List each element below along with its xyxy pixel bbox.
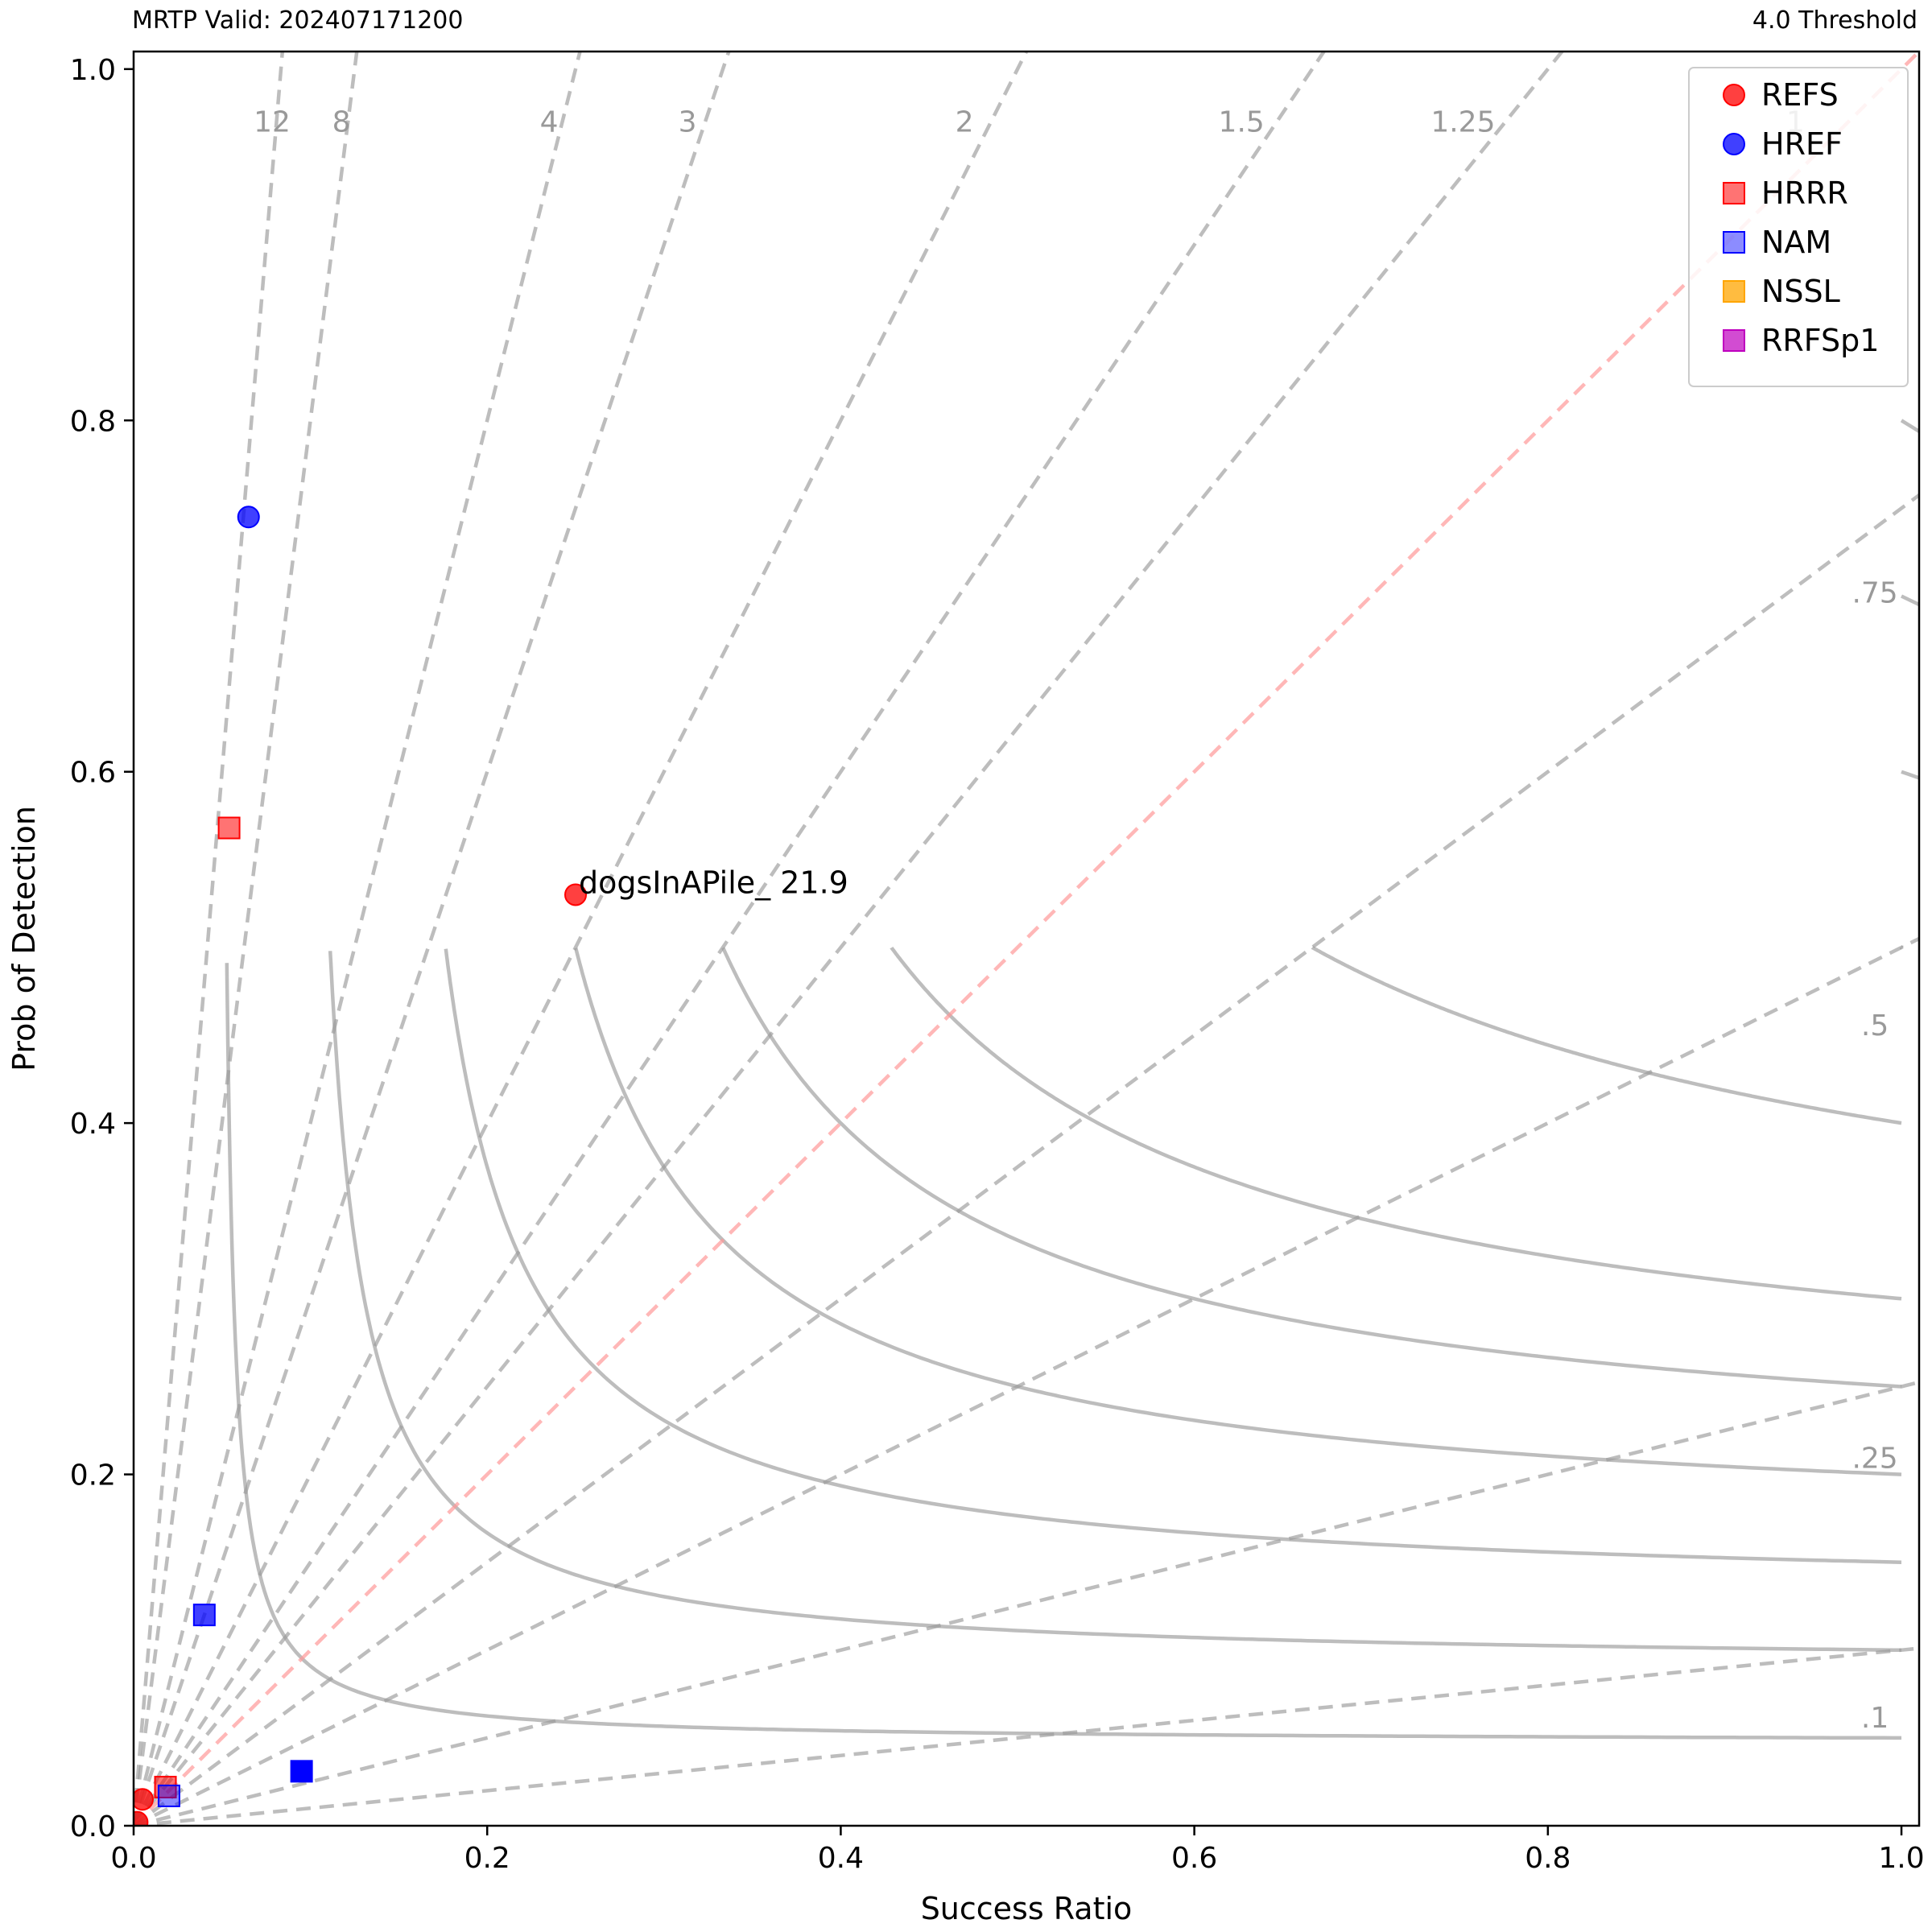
- legend-label: RRFSp1: [1761, 323, 1879, 358]
- data-points: [134, 506, 588, 1826]
- header-right-title: 4.0 Threshold: [1752, 6, 1918, 35]
- legend-marker: [1723, 329, 1745, 352]
- csi-contour: [1900, 419, 1919, 434]
- bias-line: [134, 52, 582, 1826]
- y-axis-label: Prob of Detection: [6, 806, 42, 1071]
- point-refs: [564, 883, 588, 906]
- bias-label: .25: [1852, 1442, 1897, 1475]
- y-tick-label: 0.0: [70, 1810, 116, 1843]
- bias-label: 1.25: [1430, 105, 1495, 138]
- bias-line: [134, 936, 1919, 1826]
- bias-line: [134, 52, 731, 1826]
- bias-label: 12: [254, 105, 291, 138]
- bias-line: [134, 52, 359, 1826]
- point-extra: [290, 1760, 313, 1783]
- legend-marker: [1723, 182, 1745, 204]
- y-tick-label: 0.2: [70, 1459, 116, 1492]
- bias-line: [134, 1380, 1919, 1826]
- csi-contour: [328, 951, 1902, 1653]
- legend-marker: [1723, 133, 1745, 155]
- x-tick-label: 1.0: [1878, 1842, 1924, 1875]
- point-nam: [157, 1784, 180, 1807]
- x-tick-label: 0.4: [818, 1842, 864, 1875]
- csi-contour: [721, 947, 1902, 1389]
- x-tick-label: 0.8: [1525, 1842, 1571, 1875]
- point-refs: [134, 1788, 154, 1811]
- bias-lines: [134, 52, 1919, 1826]
- x-tick-label: 0.6: [1171, 1842, 1217, 1875]
- bias-line: [134, 52, 1327, 1826]
- bias-line: [134, 52, 1029, 1826]
- bias-line: [134, 1646, 1919, 1826]
- y-tick-label: 0.8: [70, 405, 116, 438]
- csi-contour: [444, 948, 1902, 1564]
- csi-contour: [1901, 770, 1919, 780]
- bias-line: [134, 52, 1565, 1826]
- csi-contours: [225, 419, 1919, 1740]
- csi-contour: [574, 947, 1902, 1476]
- bias-label: 4: [540, 105, 559, 138]
- x-tick-label: 0.2: [464, 1842, 510, 1875]
- bias-label: .1: [1861, 1702, 1889, 1735]
- point-href: [237, 506, 260, 529]
- y-tick-label: 0.6: [70, 757, 116, 790]
- bias-line: [134, 493, 1919, 1826]
- y-tick-label: 0.4: [70, 1108, 116, 1141]
- header-left-title: MRTP Valid: 202407171200: [132, 6, 464, 35]
- bias-line: [134, 52, 285, 1826]
- bias-label: 1.5: [1219, 105, 1265, 138]
- bias-label: .75: [1852, 577, 1897, 610]
- legend-marker: [1723, 280, 1745, 303]
- csi-contour: [1311, 946, 1902, 1125]
- y-tick-label: 1.0: [70, 54, 116, 87]
- legend-label: REFS: [1761, 77, 1839, 113]
- legend-marker: [1723, 231, 1745, 254]
- bias-line: [134, 52, 1919, 1826]
- point-annotation: dogsInAPile_ 21.9: [579, 865, 848, 900]
- point-refs: [134, 1810, 149, 1826]
- csi-contour: [225, 963, 1901, 1740]
- bias-label: 3: [679, 105, 697, 138]
- legend-label: NAM: [1761, 225, 1831, 260]
- legend: REFS HREF HRRR NAM NSSL RRFSp1: [1688, 67, 1909, 387]
- axes: 0.0 0.2 0.4 0.6 0.8 1.0 0.0 0.2 0.4 0.6 0.8 1.0: [70, 54, 1925, 1875]
- bias-label: 2: [956, 105, 974, 138]
- point-extra: [192, 1604, 216, 1627]
- legend-label: NSSL: [1761, 274, 1840, 309]
- legend-label: HRRR: [1761, 175, 1848, 211]
- plot-frame: [132, 50, 1921, 1827]
- legend-marker: [1723, 84, 1745, 106]
- bias-label: 8: [332, 105, 351, 138]
- legend-label: HREF: [1761, 126, 1843, 162]
- x-axis-label: Success Ratio: [921, 1891, 1133, 1926]
- annotations: dogsInAPile_ 21.9: [579, 865, 848, 900]
- point-hrrr: [217, 816, 241, 840]
- x-tick-label: 0.0: [110, 1842, 156, 1875]
- csi-contour: [890, 947, 1902, 1301]
- bias-label: .5: [1861, 1009, 1889, 1042]
